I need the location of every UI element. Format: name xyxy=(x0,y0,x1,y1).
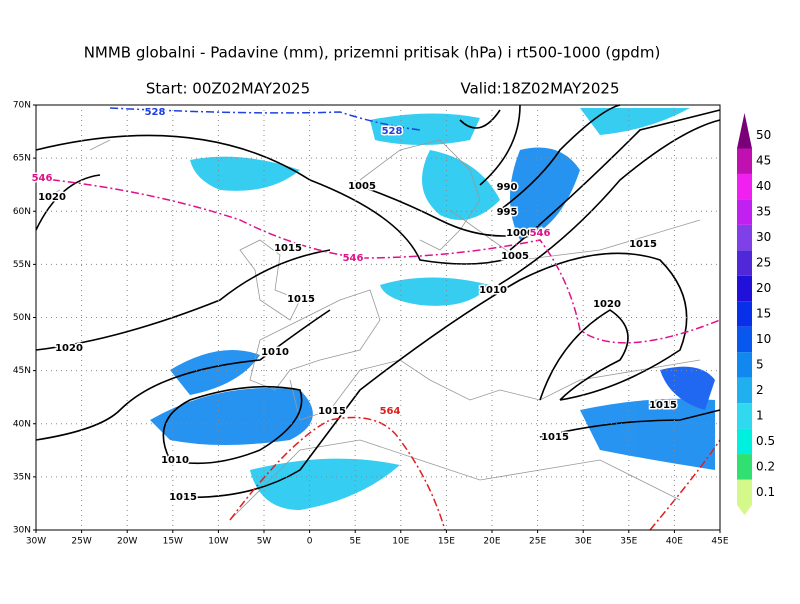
colorbar-cell xyxy=(737,403,752,429)
colorbar-label: 5 xyxy=(756,357,764,371)
lon-label: 20W xyxy=(117,537,137,547)
contour-label: 1015 xyxy=(318,406,346,417)
lat-label: 60N xyxy=(13,207,31,217)
contour-label: 1010 xyxy=(161,455,189,466)
rt-528 xyxy=(109,107,421,131)
lat-label: 55N xyxy=(13,260,31,270)
colorbar-label: 0.2 xyxy=(756,459,775,473)
contour-label: 546 xyxy=(530,228,551,239)
map-area xyxy=(35,104,721,531)
colorbar-cell xyxy=(737,454,752,480)
contour-label: 1000 xyxy=(506,228,534,239)
colorbar-label: 10 xyxy=(756,332,771,346)
contour-label: 1005 xyxy=(348,181,376,192)
colorbar-cell xyxy=(737,224,752,251)
lon-label: 5W xyxy=(257,537,272,547)
contour-label: 990 xyxy=(497,182,518,193)
lat-label: 30N xyxy=(13,526,31,536)
lon-label: 25E xyxy=(529,537,546,547)
colorbar-cell xyxy=(737,275,752,302)
contour-label: 564 xyxy=(380,406,401,417)
lon-label: 10E xyxy=(392,537,409,547)
valid-time: Valid:18Z02MAY2025 xyxy=(460,80,619,98)
map-title: NMMB globalni - Padavine (mm), prizemni … xyxy=(84,44,661,62)
lon-label: 20E xyxy=(483,537,500,547)
contour-label: 995 xyxy=(497,207,518,218)
precipitation xyxy=(150,108,715,510)
contour-label: 1015 xyxy=(287,294,315,305)
contour-label: 528 xyxy=(382,126,403,137)
colorbar-cell xyxy=(737,173,752,200)
colorbar-cell xyxy=(737,428,752,455)
colorbar-label: 15 xyxy=(756,307,771,321)
contour-label: 1005 xyxy=(501,251,529,262)
contour-label: 1015 xyxy=(629,239,657,250)
contour-label: 1015 xyxy=(274,243,302,254)
contour-label: 1010 xyxy=(479,285,507,296)
rt-546 xyxy=(35,177,721,344)
colorbar-cell xyxy=(737,377,752,404)
contour-label: 1010 xyxy=(261,347,289,358)
isobars xyxy=(35,104,721,499)
colorbar-cap xyxy=(737,479,752,515)
colorbar-label: 20 xyxy=(756,281,771,295)
colorbar-label: 2 xyxy=(756,383,764,397)
lon-label: 40E xyxy=(666,537,683,547)
colorbar-label: 30 xyxy=(756,230,771,244)
colorbar-label: 50 xyxy=(756,128,771,142)
lon-label: 10W xyxy=(208,537,228,547)
lon-label: 30E xyxy=(575,537,592,547)
lon-label: 15W xyxy=(163,537,183,547)
lon-label: 25W xyxy=(71,537,91,547)
contour-label: 1020 xyxy=(593,299,621,310)
lon-label: 0 xyxy=(307,537,313,547)
contour-label: 546 xyxy=(32,173,53,184)
colorbar-label: 0.5 xyxy=(756,434,775,448)
colorbar-cell xyxy=(737,352,752,378)
colorbar-label: 0.1 xyxy=(756,485,775,499)
colorbar-cell xyxy=(737,199,752,225)
contour-label: 528 xyxy=(145,107,166,118)
contour-label: 1020 xyxy=(55,343,83,354)
lon-label: 45E xyxy=(711,537,728,547)
lat-label: 65N xyxy=(13,154,31,164)
colorbar-label: 25 xyxy=(756,256,771,270)
lat-label: 70N xyxy=(13,101,31,111)
colorbar-label: 45 xyxy=(756,154,771,168)
contour-label: 1015 xyxy=(169,492,197,503)
colorbar-cell xyxy=(737,301,752,327)
lat-label: 35N xyxy=(13,472,31,482)
contour-label: 1020 xyxy=(38,192,66,203)
contour-label: 546 xyxy=(343,253,364,264)
rt-564 xyxy=(229,416,721,531)
lat-label: 40N xyxy=(13,419,31,429)
colorbar-label: 1 xyxy=(756,408,764,422)
lon-label: 5E xyxy=(349,537,361,547)
contour-label: 1015 xyxy=(649,400,677,411)
lon-label: 35E xyxy=(620,537,637,547)
colorbar-label: 35 xyxy=(756,205,771,219)
contour-label: 1015 xyxy=(541,432,569,443)
colorbar-cell xyxy=(737,326,752,353)
start-time: Start: 00Z02MAY2025 xyxy=(146,80,310,98)
lat-label: 45N xyxy=(13,366,31,376)
lon-label: 15E xyxy=(438,537,455,547)
lat-label: 50N xyxy=(13,313,31,323)
colorbar-label: 40 xyxy=(756,179,771,193)
lon-label: 30W xyxy=(26,537,46,547)
colorbar-cell xyxy=(737,250,752,276)
colorbar-cap xyxy=(737,113,752,149)
colorbar-cell xyxy=(737,148,752,174)
